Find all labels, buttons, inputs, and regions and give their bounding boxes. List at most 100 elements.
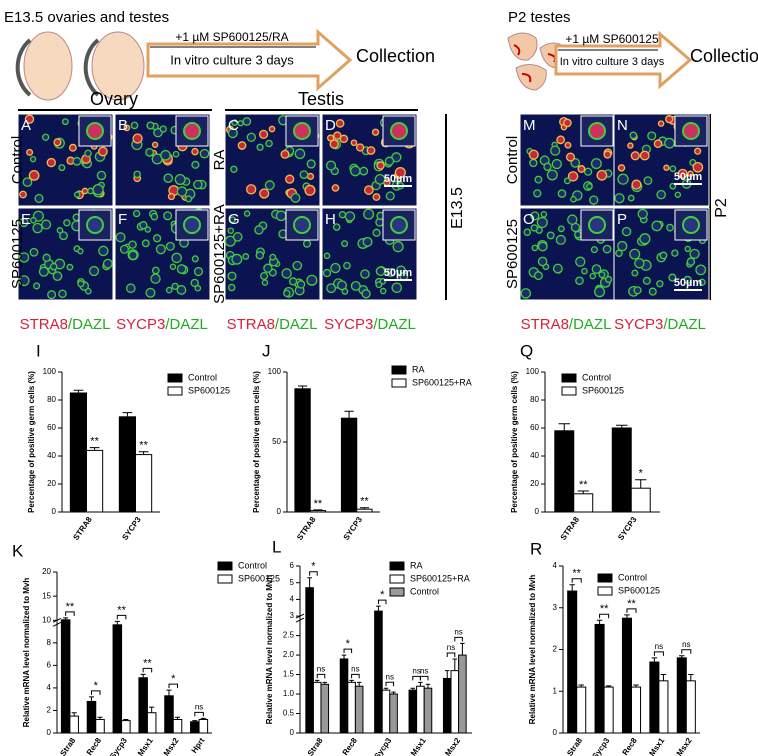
panel-letter: Q: [520, 341, 533, 360]
y-tick-label: 3: [553, 603, 558, 612]
cell: [41, 219, 52, 230]
y-tick-label: 60: [530, 423, 539, 432]
legend-swatch: [167, 373, 183, 383]
error-bar: [376, 605, 381, 612]
culture-arrow: [554, 30, 693, 90]
cell: [563, 118, 572, 128]
error-bar: [314, 679, 320, 683]
cell: [24, 114, 35, 124]
cell: [656, 189, 666, 200]
stain-label: SYCP3/DAZL: [614, 316, 706, 333]
x-tick-label: Rec8: [621, 736, 640, 756]
y-tick-label: 60: [47, 423, 56, 432]
cell: [19, 217, 29, 228]
scale-bar-label: 50µm: [384, 173, 413, 185]
panel-letter: I: [36, 341, 41, 360]
stain-label: SYCP3/DAZL: [116, 316, 208, 333]
y-tick-label: 0: [535, 507, 540, 516]
row-label: SP600125: [9, 219, 26, 289]
cell: [617, 164, 626, 172]
legend-swatch: [391, 378, 407, 388]
bar: [339, 658, 349, 734]
panel-letter: G: [228, 211, 240, 228]
cell: [385, 191, 395, 201]
y-tick-label: 20: [530, 479, 539, 488]
cell: [648, 287, 657, 296]
cell: [677, 168, 688, 179]
cell: [695, 264, 707, 276]
cell: [603, 150, 612, 159]
significance: *: [639, 468, 644, 480]
significance: *: [380, 589, 385, 601]
error-bar: [200, 717, 206, 720]
scale-bar-label: 50µm: [674, 277, 703, 289]
cell: [139, 221, 148, 230]
bar: [172, 718, 183, 734]
legend-swatch: [167, 386, 183, 396]
bar: [685, 680, 696, 734]
cell: [674, 191, 682, 198]
bracket: [385, 681, 395, 687]
error-bar: [63, 617, 69, 620]
significance: *: [311, 561, 316, 573]
error-bar: [410, 687, 416, 691]
cell: [362, 236, 373, 247]
cell: [52, 271, 63, 281]
cell: [256, 143, 264, 151]
cell: [231, 253, 243, 265]
cell: [337, 280, 348, 291]
error-bar: [679, 655, 685, 658]
significance: ns: [351, 665, 359, 674]
cell: [119, 244, 130, 254]
cell: [242, 253, 250, 260]
bar: [356, 508, 373, 513]
bar: [450, 670, 460, 734]
bracket: [454, 636, 463, 642]
cell: [306, 172, 315, 180]
bracket: [653, 651, 664, 656]
y-tick-label: 2.5: [283, 631, 295, 640]
x-tick-label: Msx2: [443, 736, 462, 756]
cell: [523, 228, 532, 236]
cell: [664, 137, 675, 149]
cell: [163, 211, 173, 221]
cell: [155, 244, 166, 255]
cell: [617, 240, 628, 252]
culture-arrow: [146, 28, 353, 92]
cell: [343, 261, 351, 270]
bar: [554, 430, 575, 513]
cell: [280, 149, 290, 159]
x-tick-label: Rec8: [341, 736, 360, 756]
cell: [159, 125, 167, 133]
bar: [458, 654, 467, 734]
legend-swatch: [597, 586, 613, 596]
bracket: [412, 675, 421, 681]
testis-icon: [91, 31, 145, 101]
y-axis-label: Relative mRNA level normalized to Mvh: [265, 575, 274, 725]
cell: [563, 177, 571, 185]
cell: [590, 246, 598, 254]
panel-letter: L: [272, 537, 281, 556]
cell: [557, 189, 567, 198]
cell: [557, 225, 565, 233]
y-tick-label: 0: [290, 728, 295, 737]
cell: [593, 286, 606, 298]
cell: [299, 170, 309, 180]
stain-marker: STRA8: [227, 316, 275, 333]
stain-marker: SYCP3: [116, 316, 165, 333]
cell: [227, 271, 237, 281]
tubule-icon: [515, 64, 547, 91]
significance: **: [66, 601, 75, 613]
panel-letter: C: [228, 117, 239, 134]
bar: [69, 715, 79, 734]
legend-label: Control: [410, 586, 439, 596]
cell: [230, 165, 238, 174]
bracket: [681, 649, 692, 654]
cell: [231, 119, 239, 127]
row-label: SP600125+RA: [211, 204, 228, 304]
cell: [631, 269, 639, 277]
cell: [686, 257, 696, 266]
cell: [390, 216, 408, 234]
cell: [537, 256, 548, 267]
error-bar: [558, 423, 570, 431]
